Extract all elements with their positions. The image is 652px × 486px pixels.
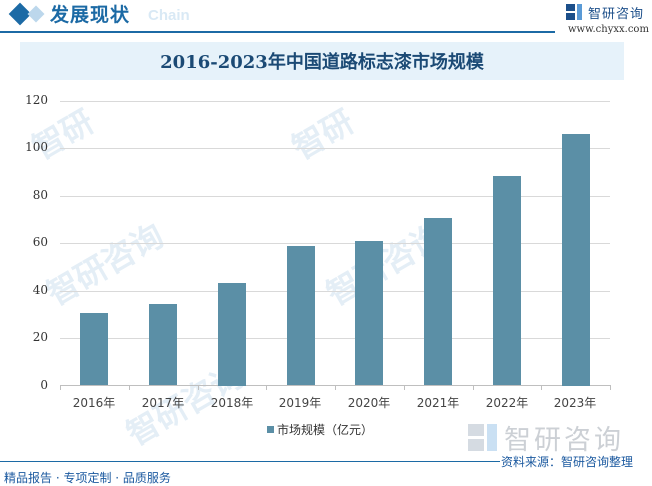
- chart-title: 2016-2023年中国道路标志漆市场规模: [160, 52, 484, 73]
- bar-2017年[interactable]: [149, 304, 177, 385]
- x-tick-label: 2019年: [278, 396, 322, 410]
- bar-2021年[interactable]: [424, 218, 452, 385]
- x-tick-mark: [541, 385, 542, 390]
- source-note: 资料来源：智研咨询整理: [501, 453, 634, 470]
- y-tick-label: 0: [40, 378, 48, 392]
- tagline: 精品报告 · 专项定制 · 品质服务: [4, 471, 171, 485]
- y-tick-label: 20: [32, 330, 48, 344]
- bar-2020年[interactable]: [355, 241, 383, 385]
- gridline: [60, 291, 610, 292]
- gridline: [60, 338, 610, 339]
- x-tick-label: 2020年: [347, 396, 391, 410]
- brand: 智研咨询: [566, 3, 645, 22]
- bar-2023年[interactable]: [562, 134, 590, 386]
- x-tick-mark: [129, 385, 130, 390]
- bar-2018年[interactable]: [218, 283, 246, 386]
- x-tick-mark: [404, 385, 405, 390]
- legend-label: 市场规模（亿元）: [277, 423, 374, 437]
- legend: 市场规模（亿元）: [267, 421, 373, 438]
- gridline: [60, 148, 610, 149]
- x-tick-label: 2016年: [72, 396, 116, 410]
- gridline: [60, 101, 610, 102]
- y-tick-label: 80: [32, 188, 48, 202]
- brand-watermark-text: 智研咨询: [504, 425, 624, 456]
- x-tick-label: 2021年: [416, 396, 460, 410]
- bar-2022年[interactable]: [493, 176, 521, 385]
- x-tick-mark: [266, 385, 267, 390]
- x-tick-label: 2017年: [141, 396, 185, 410]
- y-tick-label: 60: [32, 235, 48, 249]
- gridline: [60, 243, 610, 244]
- bar-2019年[interactable]: [287, 246, 315, 385]
- x-tick-mark: [60, 385, 61, 390]
- x-tick-label: 2022年: [485, 396, 529, 410]
- y-tick-label: 100: [25, 140, 48, 154]
- x-tick-mark: [473, 385, 474, 390]
- section-ghost-text: Chain: [148, 7, 190, 24]
- bar-2016年[interactable]: [80, 313, 108, 385]
- x-tick-mark: [610, 385, 611, 390]
- footer-divider: [0, 461, 500, 462]
- brand-watermark: 智研咨询: [468, 418, 624, 457]
- gridline: [60, 196, 610, 197]
- chart-title-bar: 2016-2023年中国道路标志漆市场规模: [20, 42, 624, 80]
- brand-name: 智研咨询: [588, 6, 645, 22]
- brand-url: www.chyxx.com: [568, 24, 649, 35]
- section-title: 发展现状: [50, 4, 131, 26]
- brand-logo-icon: [468, 423, 498, 452]
- x-tick-mark: [335, 385, 336, 390]
- x-tick-mark: [198, 385, 199, 390]
- x-tick-label: 2018年: [210, 396, 254, 410]
- header: Chain 发展现状 智研咨询 www.chyxx.com: [0, 0, 652, 40]
- y-tick-label: 120: [25, 93, 48, 107]
- header-divider: [0, 31, 555, 33]
- y-tick-label: 40: [32, 283, 48, 297]
- x-tick-label: 2023年: [553, 396, 597, 410]
- brand-logo-icon: [566, 4, 582, 20]
- legend-swatch: [267, 426, 274, 433]
